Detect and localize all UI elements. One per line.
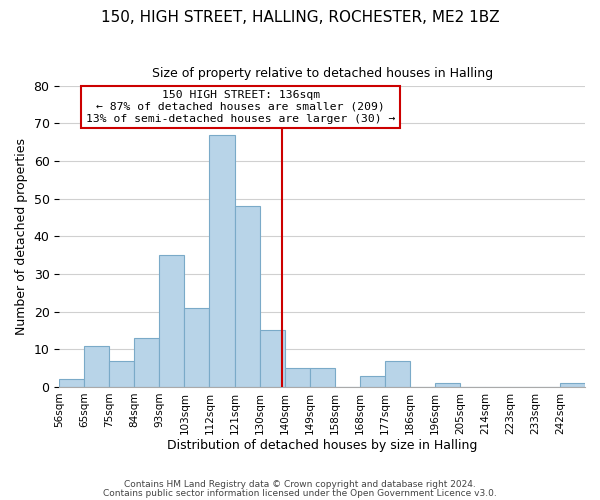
Bar [85, 346, 109, 387]
Title: Size of property relative to detached houses in Halling: Size of property relative to detached ho… [152, 68, 493, 80]
Bar [134, 338, 160, 387]
Bar [284, 368, 310, 387]
Bar [184, 308, 209, 387]
Bar [209, 135, 235, 387]
Bar [359, 376, 385, 387]
Bar [560, 383, 585, 387]
Bar [435, 383, 460, 387]
Bar [59, 380, 85, 387]
Text: Contains HM Land Registry data © Crown copyright and database right 2024.: Contains HM Land Registry data © Crown c… [124, 480, 476, 489]
Bar [260, 330, 284, 387]
Text: 150 HIGH STREET: 136sqm
← 87% of detached houses are smaller (209)
13% of semi-d: 150 HIGH STREET: 136sqm ← 87% of detache… [86, 90, 395, 124]
Text: 150, HIGH STREET, HALLING, ROCHESTER, ME2 1BZ: 150, HIGH STREET, HALLING, ROCHESTER, ME… [101, 10, 499, 25]
Bar [310, 368, 335, 387]
Y-axis label: Number of detached properties: Number of detached properties [15, 138, 28, 335]
Bar [235, 206, 260, 387]
X-axis label: Distribution of detached houses by size in Halling: Distribution of detached houses by size … [167, 440, 478, 452]
Bar [160, 255, 184, 387]
Bar [385, 360, 410, 387]
Text: Contains public sector information licensed under the Open Government Licence v3: Contains public sector information licen… [103, 490, 497, 498]
Bar [109, 360, 134, 387]
